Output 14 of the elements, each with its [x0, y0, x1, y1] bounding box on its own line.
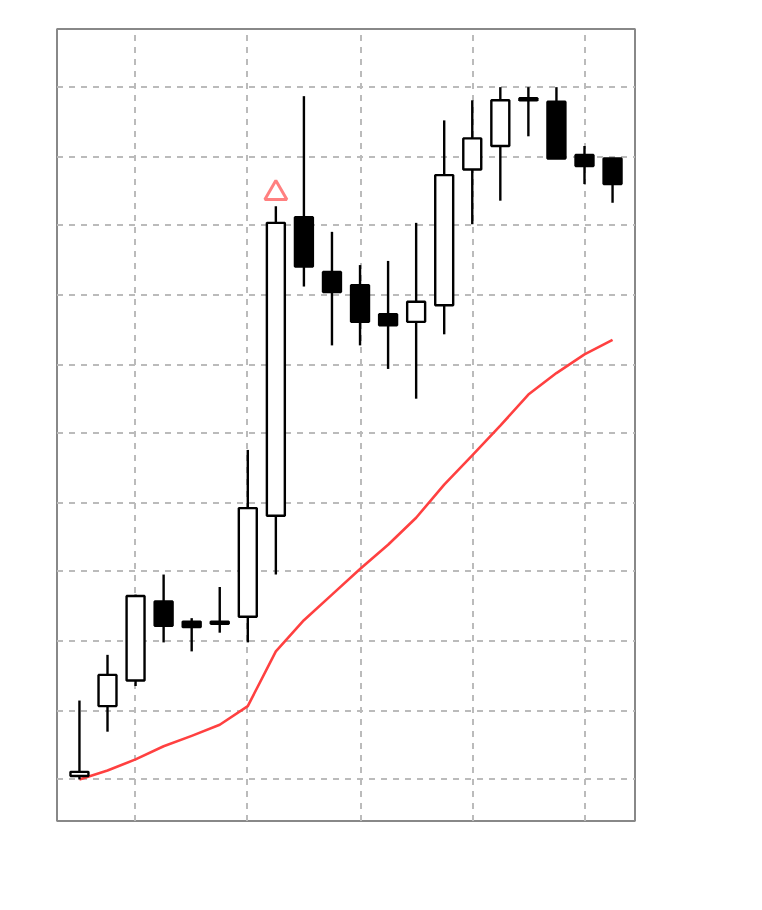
candlestick	[69, 699, 90, 781]
candlestick	[377, 259, 399, 371]
candlestick	[209, 585, 230, 634]
candlestick	[405, 221, 427, 400]
candlestick	[462, 99, 483, 226]
candlestick	[602, 157, 623, 204]
candlestick	[574, 144, 595, 186]
candlestick	[181, 616, 202, 653]
candlestick	[349, 263, 371, 347]
candlestick	[490, 85, 511, 202]
candlestick	[97, 653, 118, 733]
candlestick	[153, 573, 174, 644]
candlestick	[321, 230, 343, 347]
candlestick	[518, 85, 539, 138]
